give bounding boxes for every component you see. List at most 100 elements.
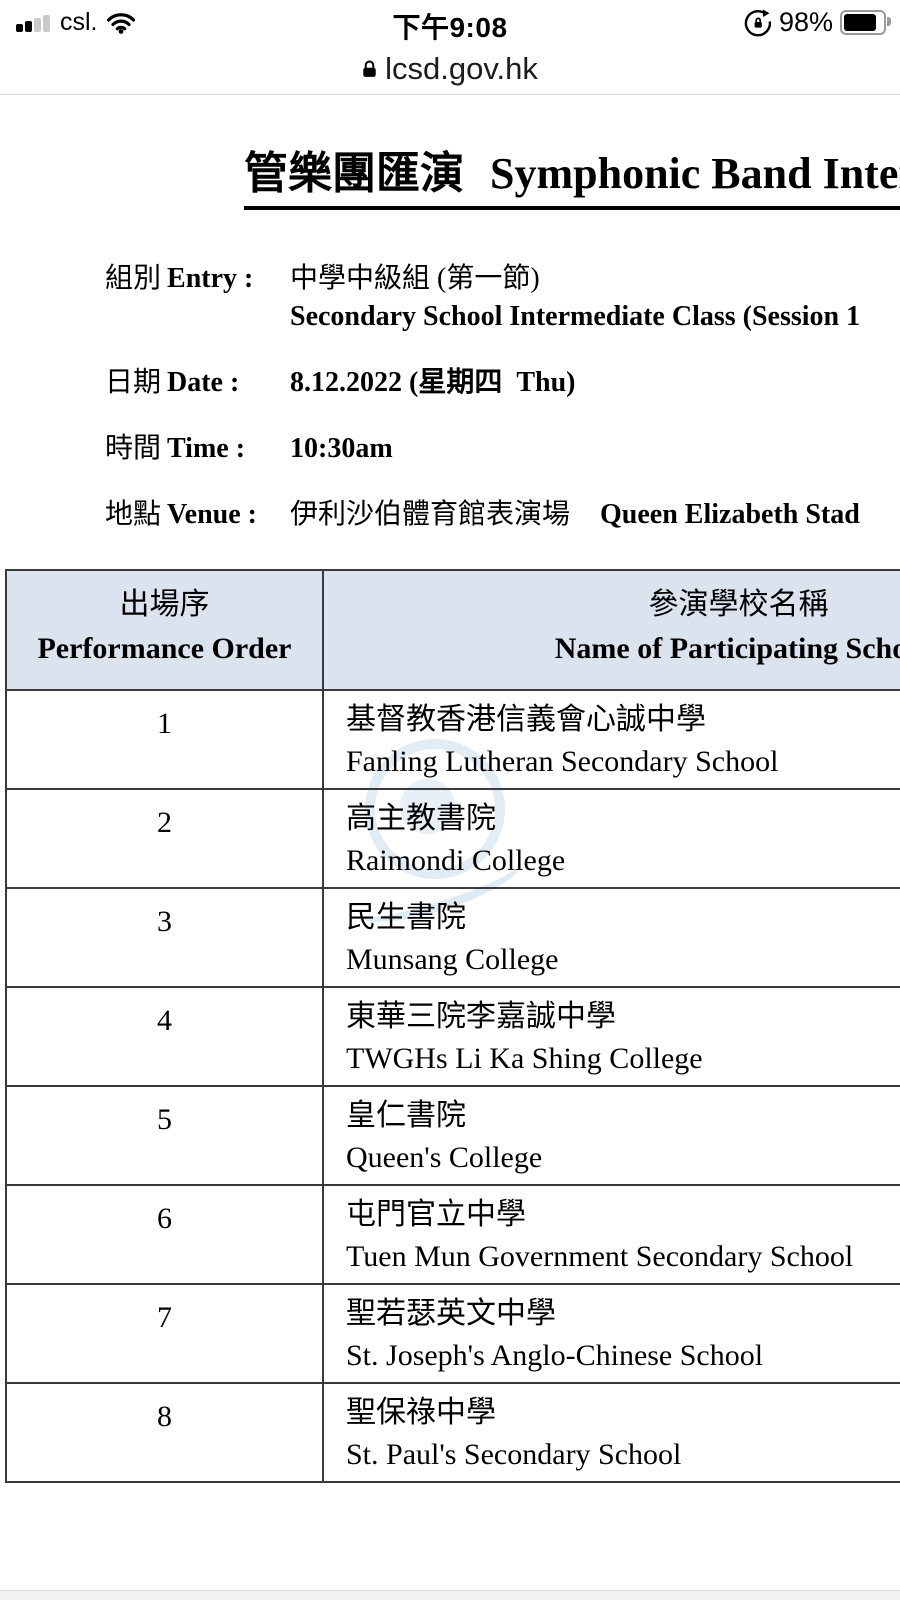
info-label: 日期 Date : <box>105 364 290 402</box>
status-right-group: 98% <box>744 7 891 38</box>
wifi-icon <box>106 11 136 34</box>
event-info-row: 地點 Venue : 伊利沙伯體育館表演場 Queen Elizabeth Stad <box>0 496 900 534</box>
header-col2-en: Name of Participating Schoo <box>554 632 900 665</box>
performance-order-cell: 2 <box>5 788 324 889</box>
info-label-zh: 地點 <box>105 499 162 530</box>
page-title: 管樂團匯演 Symphonic Band Inter <box>228 119 900 228</box>
table-header-row: 出場序 Performance Order 參演學校名稱 Name of Par… <box>5 569 900 691</box>
school-name-en: Raimondi College <box>346 844 566 877</box>
info-label-zh: 組別 <box>105 263 162 294</box>
url-bar[interactable]: lcsd.gov.hk <box>0 44 900 95</box>
school-name-zh: 東華三院李嘉誠中學 <box>346 1000 616 1033</box>
cellular-signal-icon <box>16 14 50 32</box>
table-row: 6 屯門官立中學 Tuen Mun Government Secondary S… <box>5 1184 900 1285</box>
document-page: 管樂團匯演 Symphonic Band Inter 組別 Entry : 中學中級… <box>0 119 900 1483</box>
header-school-name: 參演學校名稱 Name of Participating Schoo <box>322 569 900 691</box>
school-name-zh: 高主教書院 <box>346 802 496 835</box>
battery-percent-label: 98% <box>778 7 833 37</box>
school-name-cell: 基督教香港信義會心誠中學 Fanling Lutheran Secondary … <box>322 689 900 790</box>
status-left-group: csl. <box>16 8 136 37</box>
page-title-zh: 管樂團匯演 <box>244 149 464 198</box>
school-name-en: St. Paul's Secondary School <box>346 1438 682 1471</box>
performance-order-cell: 7 <box>5 1283 324 1384</box>
school-name-zh: 聖若瑟英文中學 <box>346 1297 556 1330</box>
table-row: 8 聖保祿中學 St. Paul's Secondary School <box>5 1382 900 1483</box>
info-label-en: Venue : <box>167 499 257 530</box>
table-row: 7 聖若瑟英文中學 St. Joseph's Anglo-Chinese Sch… <box>5 1283 900 1384</box>
school-name-en: TWGHs Li Ka Shing College <box>346 1042 703 1075</box>
school-name-en: Fanling Lutheran Secondary School <box>346 745 779 778</box>
school-name-zh: 聖保祿中學 <box>346 1396 496 1429</box>
school-name-zh: 民生書院 <box>346 901 466 934</box>
carrier-label: csl. <box>60 8 98 36</box>
signal-bar <box>43 14 50 32</box>
info-label: 時間 Time : <box>105 430 290 468</box>
performance-order-cell: 1 <box>5 689 324 790</box>
info-label-en: Entry : <box>167 263 254 294</box>
signal-bar <box>34 17 41 32</box>
padlock-icon <box>362 59 377 79</box>
info-value: 10:30am <box>290 430 393 468</box>
school-name-cell: 皇仁書院 Queen's College <box>322 1085 900 1186</box>
school-name-cell: 高主教書院 Raimondi College <box>322 788 900 889</box>
info-value-en: 10:30am <box>290 433 393 464</box>
school-name-cell: 屯門官立中學 Tuen Mun Government Secondary Sch… <box>322 1184 900 1285</box>
event-info-row: 日期 Date : 8.12.2022 (星期四 Thu) <box>0 364 900 402</box>
header-col2-zh: 參演學校名稱 <box>648 588 829 621</box>
info-value-zh: 中學中級組 (第一節) <box>290 263 540 294</box>
school-name-zh: 基督教香港信義會心誠中學 <box>346 703 706 736</box>
page-title-underline: 管樂團匯演 Symphonic Band Inter <box>244 137 900 210</box>
table-row: 1 基督教香港信義會心誠中學 Fanling Lutheran Secondar… <box>5 689 900 790</box>
info-value-line1: 中學中級組 (第一節) <box>290 260 860 298</box>
school-name-en: Queen's College <box>346 1141 543 1174</box>
url-domain-label[interactable]: lcsd.gov.hk <box>385 51 538 86</box>
school-name-en: Munsang College <box>346 943 559 976</box>
signal-bar <box>25 20 32 32</box>
info-value-en: Queen Elizabeth Stad <box>600 499 860 530</box>
event-info-list: 組別 Entry : 中學中級組 (第一節) Secondary School I… <box>0 260 900 534</box>
school-name-cell: 東華三院李嘉誠中學 TWGHs Li Ka Shing College <box>322 986 900 1087</box>
table-row: 5 皇仁書院 Queen's College <box>5 1085 900 1186</box>
performance-order-cell: 3 <box>5 887 324 988</box>
browser-bottom-bar-edge <box>0 1590 900 1600</box>
header-col1-zh: 出場序 <box>119 588 210 621</box>
table-row: 4 東華三院李嘉誠中學 TWGHs Li Ka Shing College <box>5 986 900 1087</box>
header-col1-en: Performance Order <box>37 632 292 665</box>
school-name-en: Tuen Mun Government Secondary School <box>346 1240 854 1273</box>
info-label-en: Time : <box>167 433 246 464</box>
info-label-zh: 日期 <box>105 367 162 398</box>
info-value-line2: Secondary School Intermediate Class (Ses… <box>290 301 861 332</box>
info-value: 中學中級組 (第一節) Secondary School Intermediat… <box>290 260 860 336</box>
performance-order-cell: 8 <box>5 1382 324 1483</box>
info-value: 8.12.2022 (星期四 Thu) <box>290 364 575 402</box>
info-label: 地點 Venue : <box>105 496 290 534</box>
school-name-zh: 屯門官立中學 <box>346 1198 526 1231</box>
info-value-line1: 8.12.2022 (星期四 Thu) <box>290 364 575 402</box>
status-bar: csl. 下午9:08 98% <box>0 0 900 44</box>
table-row: 2 高主教書院 Raimondi College <box>5 788 900 889</box>
info-value-en: 8.12.2022 (星期四 Thu) <box>290 367 576 398</box>
school-name-cell: 聖若瑟英文中學 St. Joseph's Anglo-Chinese Schoo… <box>322 1283 900 1384</box>
header-performance-order: 出場序 Performance Order <box>5 569 324 691</box>
school-name-en: St. Joseph's Anglo-Chinese School <box>346 1339 764 1372</box>
rotation-lock-icon <box>744 9 772 37</box>
school-name-cell: 聖保祿中學 St. Paul's Secondary School <box>322 1382 900 1483</box>
info-label: 組別 Entry : <box>105 260 290 336</box>
table-row: 3 民生書院 Munsang College <box>5 887 900 988</box>
event-info-row: 組別 Entry : 中學中級組 (第一節) Secondary School I… <box>0 260 900 336</box>
school-name-zh: 皇仁書院 <box>346 1099 466 1132</box>
battery-icon <box>840 10 891 35</box>
performance-order-cell: 6 <box>5 1184 324 1285</box>
performance-order-cell: 4 <box>5 986 324 1087</box>
info-label-zh: 時間 <box>105 433 162 464</box>
school-name-cell: 民生書院 Munsang College <box>322 887 900 988</box>
page-title-en: Symphonic Band Inter <box>490 149 900 198</box>
performance-order-cell: 5 <box>5 1085 324 1186</box>
signal-bar <box>16 23 23 32</box>
info-value-zh: 伊利沙伯體育館表演場 <box>290 499 571 530</box>
info-value-line1: 伊利沙伯體育館表演場 Queen Elizabeth Stad <box>290 496 860 534</box>
clock-label: 下午9:08 <box>392 12 508 43</box>
info-value: 伊利沙伯體育館表演場 Queen Elizabeth Stad <box>290 496 860 534</box>
performance-order-table: 出場序 Performance Order 參演學校名稱 Name of Par… <box>5 569 900 1483</box>
battery-fill <box>844 14 876 31</box>
